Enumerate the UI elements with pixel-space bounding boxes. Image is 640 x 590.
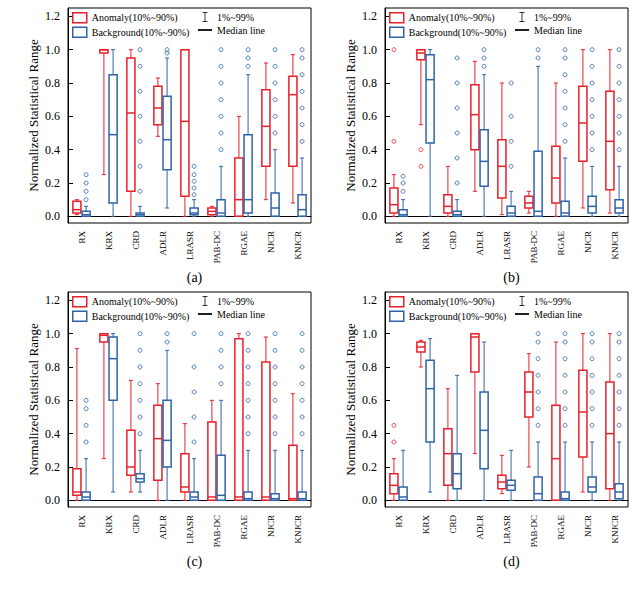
svg-text:0.8: 0.8 <box>362 360 377 374</box>
svg-text:Normalized Statistical Range: Normalized Statistical Range <box>26 39 41 192</box>
svg-text:PAB-DC: PAB-DC <box>212 515 222 547</box>
svg-text:Median line: Median line <box>534 309 583 320</box>
svg-text:0.0: 0.0 <box>45 209 60 223</box>
svg-text:LRASR: LRASR <box>185 515 195 544</box>
svg-text:KRX: KRX <box>104 231 114 251</box>
svg-text:Median line: Median line <box>217 25 266 36</box>
svg-text:(b): (b) <box>503 270 520 286</box>
svg-text:1.2: 1.2 <box>362 9 377 23</box>
svg-text:0.0: 0.0 <box>362 493 377 507</box>
svg-text:0.6: 0.6 <box>362 393 377 407</box>
svg-text:(d): (d) <box>503 554 520 570</box>
svg-text:0.0: 0.0 <box>362 209 377 223</box>
svg-text:0.8: 0.8 <box>45 360 60 374</box>
svg-text:1.2: 1.2 <box>45 293 60 307</box>
svg-text:RX: RX <box>77 231 87 244</box>
svg-text:NJCR: NJCR <box>266 515 276 537</box>
svg-text:ADLR: ADLR <box>158 231 168 256</box>
svg-text:0.6: 0.6 <box>45 393 60 407</box>
svg-text:0.2: 0.2 <box>45 460 60 474</box>
svg-text:LRASR: LRASR <box>185 231 195 260</box>
svg-text:LRASR: LRASR <box>502 515 512 544</box>
svg-text:KRX: KRX <box>421 515 431 535</box>
svg-text:PAB-DC: PAB-DC <box>212 231 222 263</box>
svg-text:0.8: 0.8 <box>362 76 377 90</box>
svg-text:0.2: 0.2 <box>362 176 377 190</box>
svg-text:LRASR: LRASR <box>502 231 512 260</box>
svg-text:1%~99%: 1%~99% <box>217 296 254 307</box>
svg-text:RX: RX <box>394 515 404 528</box>
svg-text:1.2: 1.2 <box>45 9 60 23</box>
svg-text:Background(10%~90%): Background(10%~90%) <box>92 27 190 39</box>
svg-text:0.4: 0.4 <box>362 427 377 441</box>
svg-text:0.2: 0.2 <box>362 460 377 474</box>
svg-text:Median line: Median line <box>217 309 266 320</box>
svg-text:CRD: CRD <box>131 231 141 250</box>
svg-text:0.4: 0.4 <box>362 143 377 157</box>
svg-text:ADLR: ADLR <box>475 231 485 256</box>
svg-text:1%~99%: 1%~99% <box>534 12 571 23</box>
svg-text:KNJCR: KNJCR <box>293 515 303 544</box>
svg-text:KNJCR: KNJCR <box>610 231 620 260</box>
svg-text:0.4: 0.4 <box>45 427 60 441</box>
svg-text:Background(10%~90%): Background(10%~90%) <box>409 27 507 39</box>
svg-text:RGAE: RGAE <box>239 514 249 539</box>
svg-text:Background(10%~90%): Background(10%~90%) <box>92 311 190 323</box>
svg-text:1.0: 1.0 <box>362 327 377 341</box>
svg-text:0.0: 0.0 <box>45 493 60 507</box>
svg-text:0.2: 0.2 <box>45 176 60 190</box>
svg-text:Median line: Median line <box>534 25 583 36</box>
svg-text:NJCR: NJCR <box>583 231 593 253</box>
svg-text:Background(10%~90%): Background(10%~90%) <box>409 311 507 323</box>
svg-text:0.4: 0.4 <box>45 143 60 157</box>
svg-text:RX: RX <box>394 231 404 244</box>
svg-text:NJCR: NJCR <box>583 515 593 537</box>
svg-text:PAB-DC: PAB-DC <box>529 515 539 547</box>
svg-text:0.6: 0.6 <box>362 109 377 123</box>
svg-text:Anomaly(10%~90%): Anomaly(10%~90%) <box>409 12 495 24</box>
svg-text:Anomaly(10%~90%): Anomaly(10%~90%) <box>92 296 178 308</box>
svg-text:CRD: CRD <box>448 515 458 534</box>
svg-text:Normalized Statistical Range: Normalized Statistical Range <box>26 323 41 476</box>
svg-text:1%~99%: 1%~99% <box>217 12 254 23</box>
svg-text:0.8: 0.8 <box>45 76 60 90</box>
svg-text:Anomaly(10%~90%): Anomaly(10%~90%) <box>409 296 495 308</box>
svg-text:1%~99%: 1%~99% <box>534 296 571 307</box>
svg-text:ADLR: ADLR <box>158 515 168 540</box>
svg-text:1.0: 1.0 <box>362 43 377 57</box>
svg-text:NJCR: NJCR <box>266 231 276 253</box>
svg-text:1.0: 1.0 <box>45 327 60 341</box>
svg-text:RX: RX <box>77 515 87 528</box>
svg-text:CRD: CRD <box>448 231 458 250</box>
svg-text:RGAE: RGAE <box>239 230 249 255</box>
svg-text:RGAE: RGAE <box>556 230 566 255</box>
svg-text:1.2: 1.2 <box>362 293 377 307</box>
svg-text:KRX: KRX <box>421 231 431 251</box>
svg-text:KNJCR: KNJCR <box>610 515 620 544</box>
svg-text:ADLR: ADLR <box>475 515 485 540</box>
svg-text:0.6: 0.6 <box>45 109 60 123</box>
svg-text:Normalized Statistical Range: Normalized Statistical Range <box>343 323 358 476</box>
svg-text:Anomaly(10%~90%): Anomaly(10%~90%) <box>92 12 178 24</box>
svg-text:CRD: CRD <box>131 515 141 534</box>
svg-text:(c): (c) <box>187 554 203 570</box>
svg-text:(a): (a) <box>187 270 203 286</box>
svg-text:KRX: KRX <box>104 515 114 535</box>
svg-text:RGAE: RGAE <box>556 514 566 539</box>
svg-text:1.0: 1.0 <box>45 43 60 57</box>
svg-text:PAB-DC: PAB-DC <box>529 231 539 263</box>
svg-text:KNJCR: KNJCR <box>293 231 303 260</box>
svg-text:Normalized Statistical Range: Normalized Statistical Range <box>343 39 358 192</box>
